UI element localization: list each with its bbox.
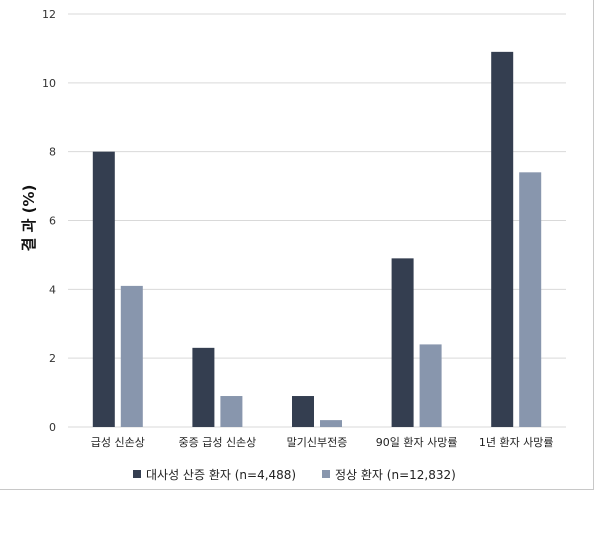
x-category-label: 말기신부전증 <box>287 436 348 449</box>
bars <box>92 51 542 427</box>
y-tick-label: 4 <box>49 283 56 296</box>
bar-series-2 <box>220 396 243 427</box>
x-category-label: 급성 신손상 <box>91 436 145 449</box>
x-category-label: 1년 환자 사망률 <box>479 436 554 449</box>
x-category-label: 중증 급성 신손상 <box>178 436 256 449</box>
y-tick-label: 0 <box>49 421 56 434</box>
legend-label: 대사성 산증 환자 (n=4,488) <box>146 468 296 482</box>
legend: 대사성 산증 환자 (n=4,488) 정상 환자 (n=12,832) <box>133 468 456 482</box>
legend-label: 정상 환자 (n=12,832) <box>335 468 456 482</box>
y-tick-label: 8 <box>49 146 56 159</box>
y-tick-label: 12 <box>42 8 56 21</box>
bar-series-1 <box>192 347 215 427</box>
legend-swatch <box>322 470 330 478</box>
bar-series-1 <box>391 258 414 427</box>
bar-series-1 <box>292 396 314 427</box>
bar-series-2 <box>419 344 442 427</box>
bar-series-2 <box>320 420 342 427</box>
y-axis-label: 결 과 (%) <box>20 185 38 252</box>
bar-series-1 <box>92 151 115 427</box>
y-tick-label: 6 <box>49 215 56 228</box>
category-labels: 급성 신손상 중증 급성 신손상 말기신부전증 90일 환자 사망률 1년 환자 사망률 <box>91 435 554 449</box>
bar-series-2 <box>120 285 143 427</box>
bar-series-1 <box>491 51 514 427</box>
y-tick-label: 2 <box>49 352 56 365</box>
chart-frame <box>0 0 594 490</box>
legend-swatch <box>133 470 141 478</box>
y-tick-label: 10 <box>42 77 56 90</box>
gridlines <box>68 13 566 428</box>
x-category-label: 90일 환자 사망률 <box>376 435 458 449</box>
bar-series-2 <box>519 172 542 427</box>
y-tick-labels: 0 2 4 6 8 10 12 <box>42 8 56 434</box>
